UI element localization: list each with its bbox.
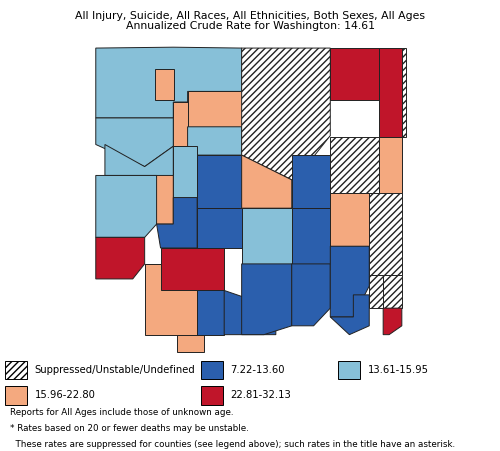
Polygon shape [188,127,242,155]
Polygon shape [330,48,379,100]
FancyBboxPatch shape [201,386,223,405]
Polygon shape [242,155,292,208]
Text: 7.22-13.60: 7.22-13.60 [230,365,285,375]
Polygon shape [242,48,330,180]
Text: These rates are suppressed for counties (see legend above); such rates in the ti: These rates are suppressed for counties … [10,440,455,449]
FancyBboxPatch shape [5,360,27,379]
Polygon shape [174,102,188,146]
Polygon shape [197,208,242,248]
Polygon shape [379,138,402,193]
Text: * Rates based on 20 or fewer deaths may be unstable.: * Rates based on 20 or fewer deaths may … [10,424,248,433]
Polygon shape [188,92,242,127]
Polygon shape [197,155,242,208]
Polygon shape [330,138,379,193]
Text: Suppressed/Unstable/Undefined: Suppressed/Unstable/Undefined [34,365,195,375]
FancyBboxPatch shape [338,360,360,379]
Polygon shape [224,290,276,335]
Polygon shape [292,208,331,264]
Polygon shape [197,290,224,335]
FancyBboxPatch shape [201,360,223,379]
Polygon shape [292,264,331,326]
Polygon shape [96,175,156,237]
Polygon shape [105,144,174,198]
Text: Annualized Crude Rate for Washington: 14.61: Annualized Crude Rate for Washington: 14… [126,21,374,31]
Polygon shape [154,69,174,100]
Polygon shape [96,118,174,166]
Polygon shape [174,146,197,198]
Polygon shape [178,335,204,352]
Polygon shape [160,248,224,290]
Text: All Injury, Suicide, All Races, All Ethnicities, Both Sexes, All Ages: All Injury, Suicide, All Races, All Ethn… [75,11,425,21]
Polygon shape [383,276,402,308]
Polygon shape [96,47,242,118]
Polygon shape [242,264,292,335]
Polygon shape [369,193,402,276]
Text: 15.96-22.80: 15.96-22.80 [34,390,96,400]
Text: 13.61-15.95: 13.61-15.95 [368,365,428,375]
Polygon shape [379,48,402,138]
Polygon shape [383,308,402,335]
Polygon shape [156,198,197,248]
FancyBboxPatch shape [5,386,27,405]
Polygon shape [144,264,197,335]
Polygon shape [144,264,160,290]
Polygon shape [144,175,174,224]
Polygon shape [330,193,369,246]
Polygon shape [330,295,369,335]
Text: 22.81-32.13: 22.81-32.13 [230,390,291,400]
Polygon shape [96,237,144,279]
Polygon shape [369,276,383,308]
Polygon shape [402,48,406,138]
Polygon shape [330,246,369,317]
Polygon shape [292,155,331,208]
Text: Reports for All Ages include those of unknown age.: Reports for All Ages include those of un… [10,408,234,417]
Polygon shape [242,208,292,264]
